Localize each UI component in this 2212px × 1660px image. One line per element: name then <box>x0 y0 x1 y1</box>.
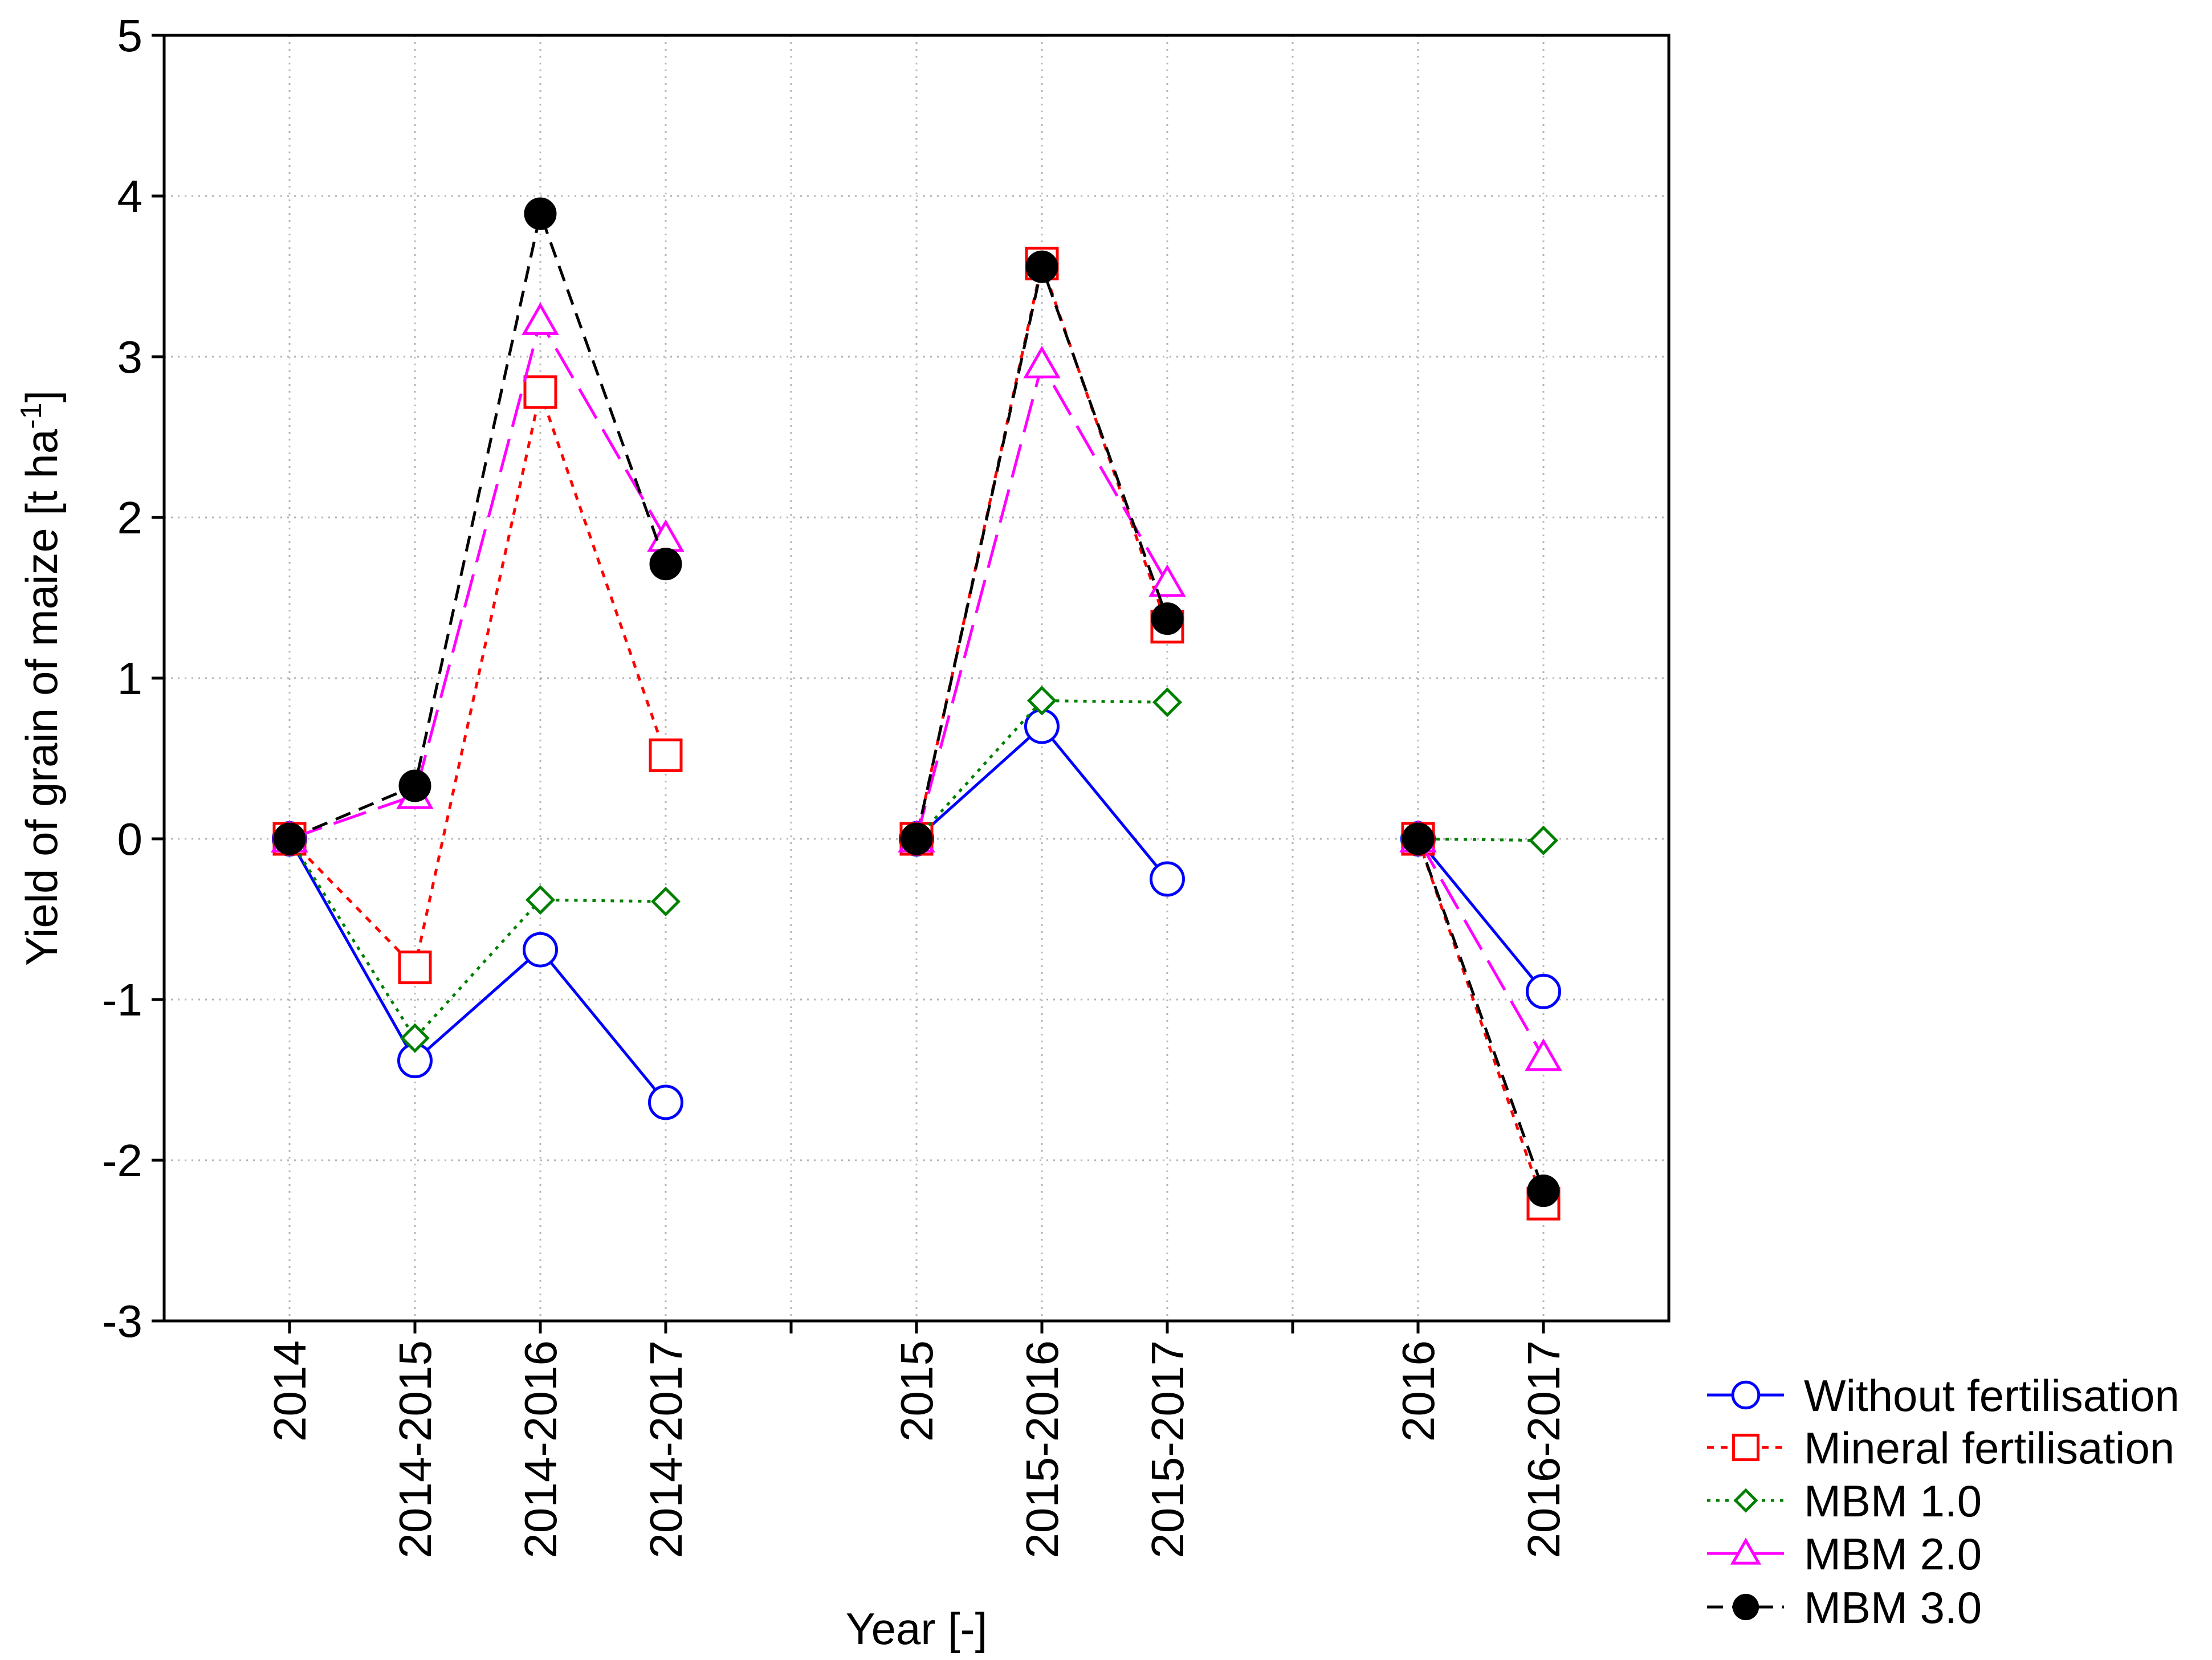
marker-triangle <box>1023 345 1061 378</box>
legend-item: MBM 2.0 <box>1707 1529 1982 1579</box>
series-line <box>289 317 667 841</box>
marker-dot <box>524 197 557 230</box>
series-line <box>289 208 667 841</box>
y-tick-labels: -3 -2 -1 0 1 2 3 4 5 <box>102 10 142 1347</box>
marker-triangle <box>1730 1537 1762 1565</box>
marker-square <box>523 375 557 409</box>
marker-diamond <box>1152 687 1183 717</box>
grid-lines <box>164 35 1669 1321</box>
legend-label: MBM 3.0 <box>1804 1582 1982 1633</box>
y-axis-label-main: Yield of grain of maize [t ha <box>17 429 67 966</box>
x-tick-label: 2016-2017 <box>1518 1340 1569 1559</box>
axis-ticks <box>152 34 1545 1333</box>
marker-circle <box>648 1084 683 1120</box>
marker-dot <box>1732 1593 1759 1621</box>
marker-dot <box>273 822 306 855</box>
marker-triangle <box>1148 564 1186 597</box>
marker-circle <box>1731 1380 1761 1410</box>
y-tick-label: 0 <box>117 814 143 864</box>
series-layer <box>271 197 1562 1221</box>
series-line <box>1417 837 1544 842</box>
x-axis-label: Year [-] <box>846 1604 988 1654</box>
marker-dot <box>900 822 933 855</box>
legend-label: MBM 1.0 <box>1804 1476 1982 1526</box>
marker-diamond <box>1528 825 1559 855</box>
y-tick-label: -2 <box>102 1135 142 1186</box>
marker-dot <box>1151 602 1184 635</box>
legend-item: Without fertilisation <box>1707 1371 2180 1421</box>
marker-dot <box>1025 250 1058 283</box>
legend-item: MBM 3.0 <box>1707 1582 1982 1633</box>
series-line <box>1416 838 1545 1058</box>
x-tick-label: 2015-2016 <box>1017 1340 1068 1559</box>
marker-square <box>1732 1433 1760 1462</box>
marker-diamond <box>400 1023 430 1053</box>
x-tick-label: 2014 <box>264 1340 315 1442</box>
y-tick-label: 2 <box>117 492 143 543</box>
series-line <box>288 386 667 970</box>
marker-dot <box>649 548 682 581</box>
legend-label: Without fertilisation <box>1804 1371 2180 1421</box>
x-tick-label: 2014-2017 <box>641 1340 691 1559</box>
series-line <box>1417 838 1545 993</box>
marker-dot <box>1527 1174 1560 1208</box>
x-tick-label: 2015-2017 <box>1142 1340 1193 1559</box>
marker-triangle <box>1525 1038 1562 1071</box>
marker-dot <box>398 769 431 802</box>
marker-circle <box>523 932 558 968</box>
y-tick-label: -3 <box>102 1296 142 1347</box>
legend-label: MBM 2.0 <box>1804 1529 1982 1579</box>
marker-diamond <box>650 886 681 917</box>
y-tick-label: 5 <box>117 10 143 61</box>
marker-diamond <box>525 885 556 915</box>
marker-square <box>649 738 683 772</box>
marker-square <box>398 951 432 985</box>
marker-triangle <box>522 302 559 335</box>
marker-dot <box>1402 822 1435 855</box>
x-tick-label: 2014-2016 <box>515 1340 566 1559</box>
series-line <box>288 838 667 1104</box>
x-tick-label: 2016 <box>1393 1340 1444 1442</box>
marker-circle <box>1150 861 1185 897</box>
x-tick-label: 2015 <box>891 1340 942 1442</box>
legend-item: Mineral fertilisation <box>1707 1423 2174 1473</box>
y-tick-label: 3 <box>117 332 143 382</box>
y-tick-label: 4 <box>117 171 143 222</box>
marker-diamond <box>1026 686 1057 716</box>
marker-diamond <box>1733 1488 1758 1513</box>
legend-item: MBM 1.0 <box>1707 1476 1982 1526</box>
y-axis-label-superscript: -1 <box>15 403 48 429</box>
x-tick-label: 2014-2015 <box>390 1340 441 1559</box>
legend-label: Mineral fertilisation <box>1804 1423 2174 1473</box>
marker-circle <box>1526 973 1561 1009</box>
y-tick-label: 1 <box>117 653 143 704</box>
series-mbm-3-0 <box>273 197 1560 1208</box>
y-axis-label: Yield of grain of maize [t ha-1] <box>15 390 67 966</box>
y-tick-label: -1 <box>102 974 142 1025</box>
series-line <box>1416 838 1545 1204</box>
series-line <box>288 838 666 1041</box>
y-axis-label-close: ] <box>17 390 67 403</box>
x-tick-labels: 2014 2014-2015 2014-2016 2014-2017 2015 2015-… <box>264 1340 1569 1559</box>
series-line <box>1416 838 1545 1192</box>
